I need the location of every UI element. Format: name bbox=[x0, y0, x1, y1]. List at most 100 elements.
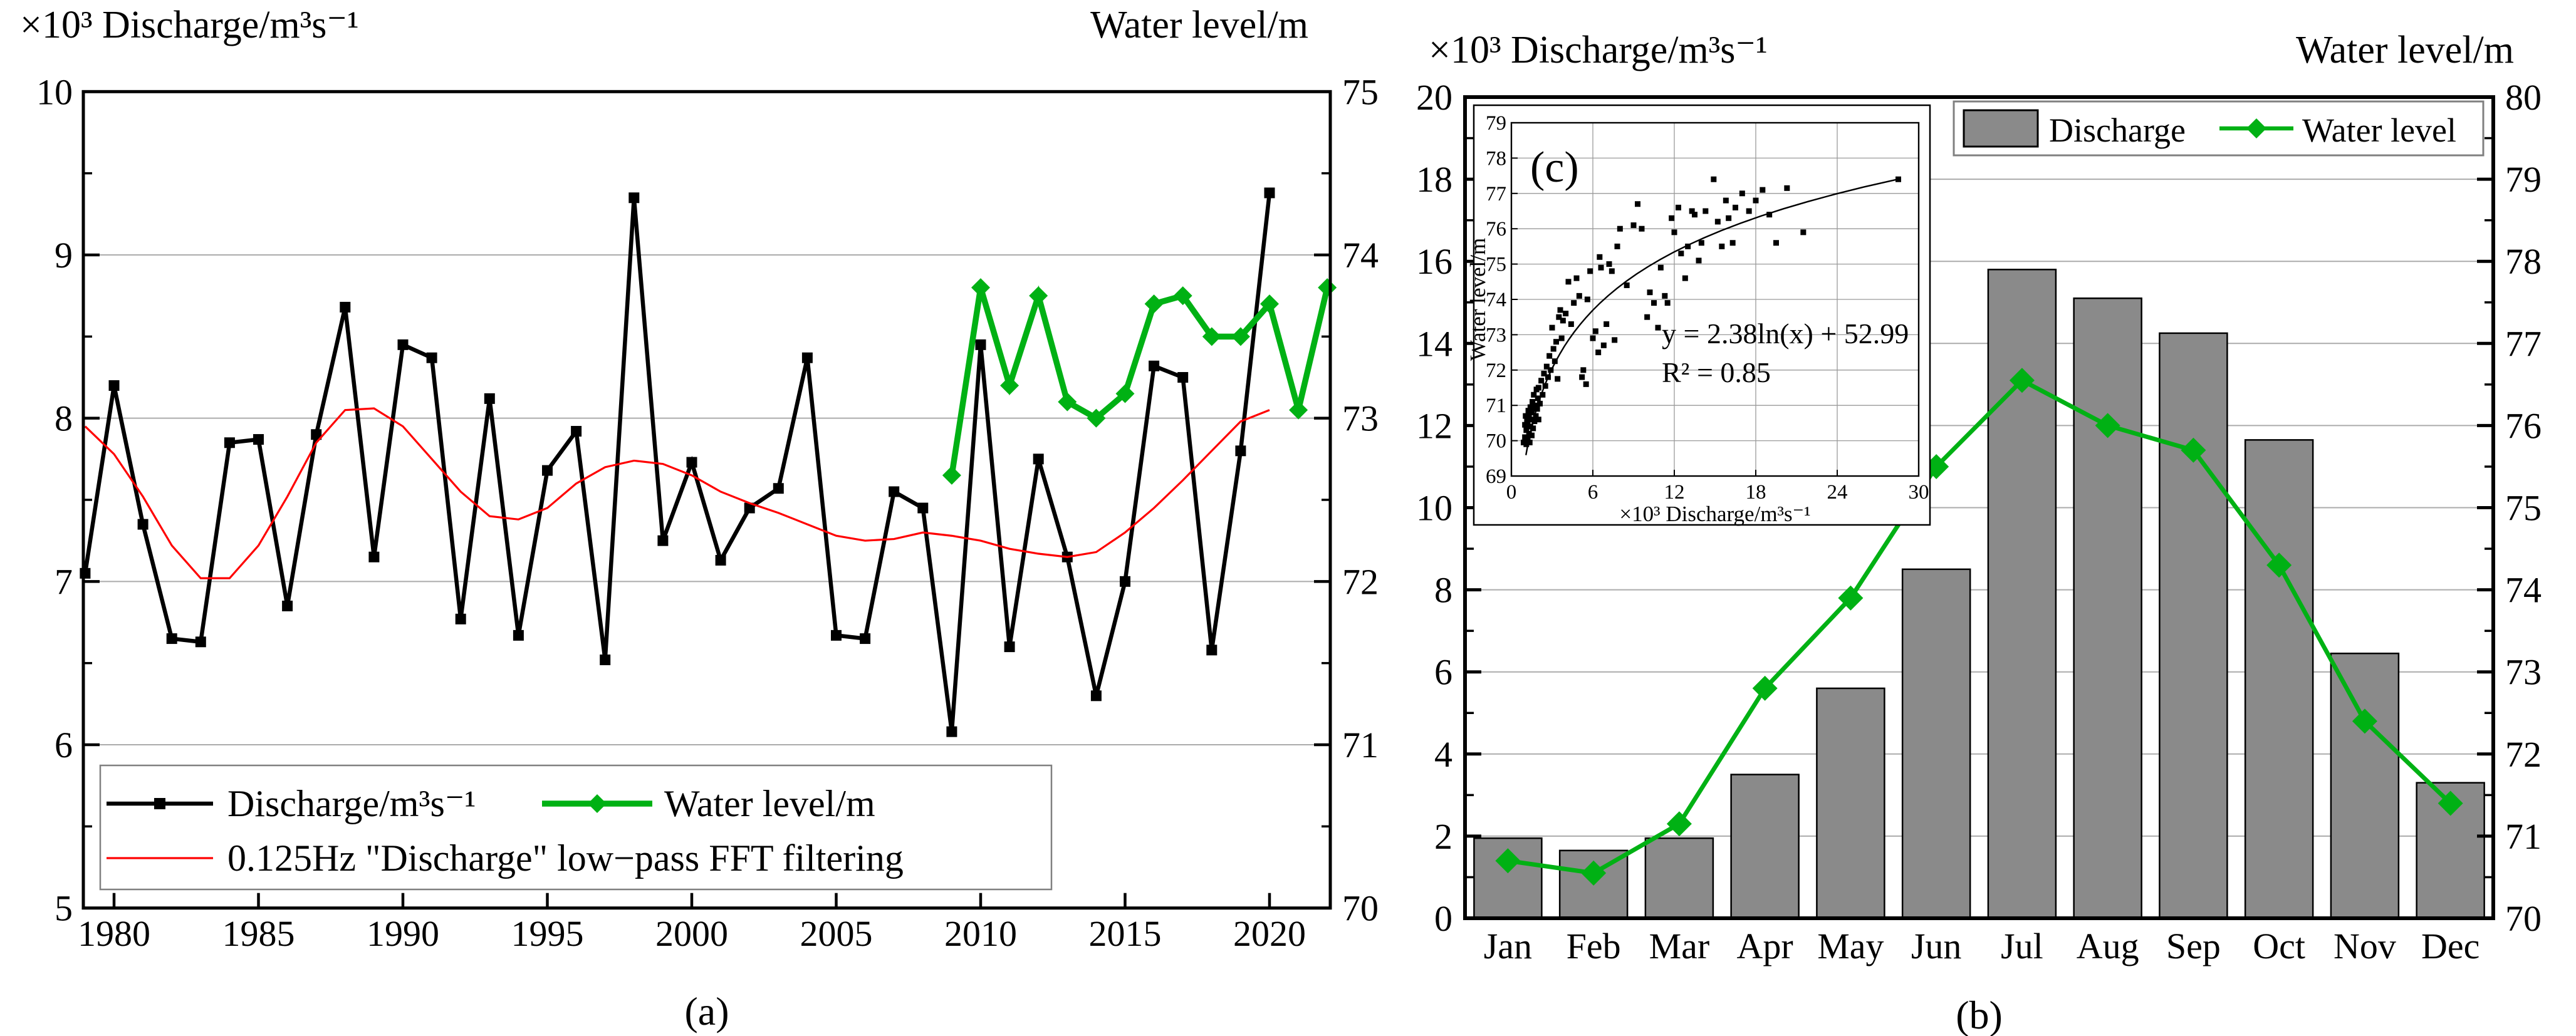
y-tick-label: 14 bbox=[1416, 323, 1452, 364]
scatter-point bbox=[1526, 413, 1532, 419]
x-tick-label: Nov bbox=[2334, 926, 2396, 966]
legend-discharge-label: Discharge/m³s⁻¹ bbox=[227, 783, 476, 824]
scatter-point bbox=[1571, 300, 1577, 306]
scatter-point bbox=[1612, 337, 1618, 343]
discharge-marker bbox=[455, 613, 466, 624]
scatter-point bbox=[1657, 264, 1664, 271]
y2-tick-label: 79 bbox=[2505, 159, 2542, 200]
water-level-marker bbox=[1115, 384, 1135, 403]
x-tick-label: Aug bbox=[2077, 926, 2139, 966]
scatter-point bbox=[1538, 378, 1545, 384]
panel-a-discharge-series bbox=[80, 187, 1275, 737]
discharge-marker bbox=[224, 437, 235, 448]
water-level-marker bbox=[1318, 278, 1337, 298]
scatter-point bbox=[1532, 402, 1538, 408]
inset-x-tick-label: 6 bbox=[1588, 481, 1598, 504]
inset-y-tick-label: 78 bbox=[1486, 147, 1506, 170]
water-level-marker bbox=[2438, 790, 2463, 816]
inset-panel-label: (c) bbox=[1530, 143, 1579, 192]
discharge-marker bbox=[282, 600, 293, 611]
inset-y-tick-label: 75 bbox=[1486, 254, 1506, 276]
x-tick-label: Sep bbox=[2166, 926, 2221, 966]
y2-tick-label: 72 bbox=[2505, 734, 2542, 775]
y2-tick-label: 70 bbox=[1342, 888, 1379, 929]
scatter-point bbox=[1568, 321, 1574, 327]
discharge-marker bbox=[1177, 371, 1189, 383]
inset-x-tick-label: 12 bbox=[1664, 481, 1685, 504]
discharge-marker bbox=[1149, 360, 1160, 371]
scatter-point bbox=[1760, 187, 1766, 193]
discharge-marker bbox=[1235, 445, 1246, 457]
water-level-marker bbox=[2352, 708, 2377, 734]
scatter-point bbox=[1630, 222, 1637, 229]
scatter-point bbox=[1529, 432, 1535, 438]
scatter-point bbox=[1733, 204, 1738, 210]
scatter-point bbox=[1556, 314, 1562, 320]
y-tick-label: 9 bbox=[55, 235, 73, 276]
scatter-point bbox=[1590, 335, 1596, 341]
scatter-point bbox=[1671, 229, 1677, 236]
scatter-point bbox=[1682, 275, 1688, 281]
scatter-point bbox=[1726, 215, 1732, 221]
panel-b-chart: 024681012141618207071727374757677787980J… bbox=[1416, 29, 2542, 1036]
scatter-point bbox=[1711, 176, 1717, 182]
panel-a-label: (a) bbox=[684, 989, 729, 1033]
discharge-bar bbox=[2073, 297, 2142, 919]
water-level-line bbox=[1507, 377, 2453, 876]
scatter-point bbox=[1525, 420, 1531, 426]
scatter-point bbox=[1528, 417, 1534, 423]
scatter-point bbox=[1533, 413, 1539, 419]
x-tick-label: Oct bbox=[2253, 926, 2305, 966]
legend-discharge-marker bbox=[154, 798, 165, 809]
scatter-point bbox=[1669, 215, 1675, 221]
y-tick-label: 20 bbox=[1416, 77, 1452, 118]
water-level-marker bbox=[1058, 392, 1077, 412]
inset-x-tick-label: 30 bbox=[1909, 481, 1929, 504]
discharge-bar bbox=[1901, 568, 1971, 919]
scatter-point bbox=[1651, 300, 1657, 306]
inset-y-tick-label: 76 bbox=[1486, 218, 1506, 241]
discharge-marker bbox=[889, 486, 900, 497]
y2-tick-label: 78 bbox=[2505, 241, 2542, 282]
scatter-point bbox=[1535, 395, 1541, 401]
scatter-point bbox=[1614, 243, 1620, 249]
inset-outer-box bbox=[1473, 104, 1931, 526]
x-tick-label: Dec bbox=[2421, 926, 2480, 966]
inset-y-tick-label: 77 bbox=[1486, 183, 1506, 205]
discharge-marker bbox=[340, 301, 351, 313]
scatter-point bbox=[1678, 251, 1684, 257]
scatter-point bbox=[1541, 370, 1547, 376]
scatter-point bbox=[1535, 385, 1541, 391]
scatter-point bbox=[1597, 254, 1603, 260]
y-tick-label: 2 bbox=[1434, 816, 1452, 857]
scatter-point bbox=[1635, 201, 1640, 207]
scatter-point bbox=[1550, 346, 1557, 352]
inset-y-tick-label: 69 bbox=[1486, 465, 1506, 488]
scatter-point bbox=[1583, 381, 1589, 387]
discharge-marker bbox=[426, 352, 437, 363]
legend-discharge-swatch bbox=[1963, 109, 2039, 148]
y2-tick-label: 74 bbox=[1342, 235, 1379, 276]
discharge-marker bbox=[831, 629, 842, 641]
discharge-bar bbox=[1644, 837, 1714, 919]
legend-water-level-marker bbox=[588, 794, 607, 813]
scatter-point bbox=[1523, 413, 1529, 419]
y-tick-label: 5 bbox=[55, 888, 73, 929]
panel-b-water-level-series bbox=[1495, 368, 2463, 886]
scatter-point bbox=[1555, 376, 1561, 382]
water-level-marker bbox=[2181, 437, 2206, 463]
water-level-marker bbox=[971, 278, 990, 298]
legend-fft-label: 0.125Hz "Discharge" low−pass FFT filteri… bbox=[227, 837, 904, 879]
scatter-point bbox=[1719, 243, 1725, 249]
inset-y-axis-title: Water level/m bbox=[1466, 238, 1490, 361]
scatter-point bbox=[1639, 225, 1645, 232]
legend-water-level-marker bbox=[2246, 118, 2266, 138]
y2-tick-label: 70 bbox=[2505, 898, 2542, 939]
discharge-bar bbox=[1816, 687, 1885, 919]
panel-a-water-level-series bbox=[942, 278, 1337, 485]
discharge-marker bbox=[686, 457, 697, 468]
scatter-point bbox=[1723, 197, 1729, 204]
discharge-marker bbox=[195, 636, 206, 648]
scatter-point bbox=[1685, 243, 1691, 249]
